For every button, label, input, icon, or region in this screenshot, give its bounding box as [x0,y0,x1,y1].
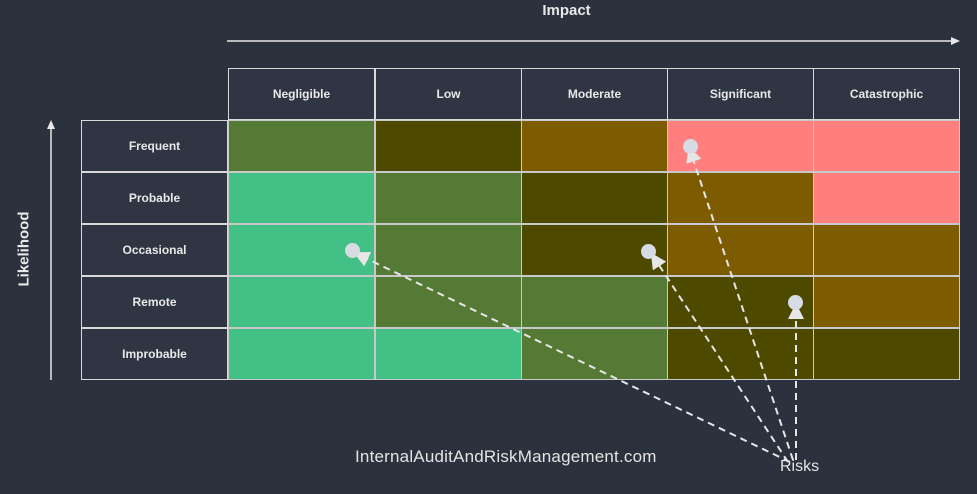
column-header-catastrophic: Catastrophic [813,68,960,120]
row-header-frequent: Frequent [81,120,228,172]
cell-probable-significant [667,172,814,224]
cell-frequent-catastrophic [813,120,960,172]
cell-occasional-low [375,224,522,276]
cell-probable-moderate [521,172,668,224]
column-header-significant: Significant [667,68,814,120]
likelihood-arrow [47,120,55,380]
row-header-probable: Probable [81,172,228,224]
impact-arrow [227,37,960,45]
cell-improbable-catastrophic [813,328,960,380]
cell-probable-negligible [228,172,375,224]
cell-remote-moderate [521,276,668,328]
cell-frequent-moderate [521,120,668,172]
column-header-negligible: Negligible [228,68,375,120]
risk-marker-occasional-moderate[interactable] [641,244,656,259]
column-header-low: Low [375,68,522,120]
footer-website: InternalAuditAndRiskManagement.com [355,447,657,466]
cell-frequent-negligible [228,120,375,172]
cell-occasional-catastrophic [813,224,960,276]
cell-improbable-significant [667,328,814,380]
risk-arrow-1 [353,251,791,463]
column-header-moderate: Moderate [521,68,668,120]
risk-arrow-3 [686,146,794,461]
impact-axis-title: Impact [542,2,591,19]
risks-label: Risks [780,458,820,475]
risk-marker-occasional-negligible[interactable] [345,243,360,258]
cell-probable-catastrophic [813,172,960,224]
cell-probable-low [375,172,522,224]
cell-improbable-negligible [228,328,375,380]
row-header-remote: Remote [81,276,228,328]
cell-remote-negligible [228,276,375,328]
cell-occasional-significant [667,224,814,276]
cell-frequent-low [375,120,522,172]
row-header-occasional: Occasional [81,224,228,276]
risk-arrow-2 [650,252,789,463]
risk-marker-frequent-significant[interactable] [683,139,698,154]
risk-marker-remote-significant[interactable] [788,295,803,310]
row-header-improbable: Improbable [81,328,228,380]
cell-improbable-low [375,328,522,380]
cell-remote-catastrophic [813,276,960,328]
